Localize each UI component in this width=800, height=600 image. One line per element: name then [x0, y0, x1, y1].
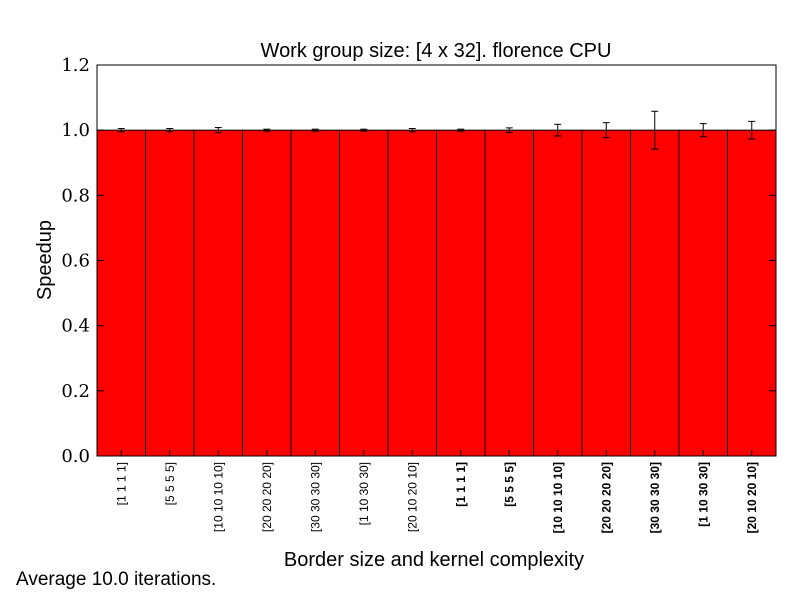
x-tick-label: [1 10 30 30] — [357, 462, 371, 525]
y-tick-label: 1.0 — [61, 120, 90, 141]
error-bar — [554, 123, 562, 137]
x-tick-label: [30 30 30 30] — [648, 462, 662, 533]
error-bar — [360, 128, 368, 132]
bar — [630, 129, 680, 457]
bar — [678, 129, 728, 457]
error-bar — [457, 128, 465, 132]
y-tick-label: 1.2 — [61, 55, 90, 76]
bars-group — [96, 129, 777, 457]
bar — [533, 129, 583, 457]
x-tick-label: [1 1 1 1] — [454, 462, 468, 507]
x-tick-label: [30 30 30 30] — [308, 462, 322, 532]
error-bar — [651, 110, 659, 150]
x-axis-label: Border size and kernel complexity — [284, 549, 584, 571]
bar — [290, 129, 340, 457]
error-bar — [263, 128, 271, 132]
x-tick-label: [20 20 20 20] — [599, 462, 613, 533]
y-tick-label: 0.2 — [61, 381, 90, 402]
bar — [436, 129, 486, 457]
y-tick-label: 0.4 — [61, 316, 90, 337]
x-tick-label: [20 10 20 10] — [745, 462, 759, 533]
chart-title: Work group size: [4 x 32]. florence CPU — [261, 40, 612, 62]
x-axis: [1 1 1 1] [5 5 5 5] [10 10 10 10] [20 20 20… — [114, 450, 759, 533]
error-bar — [214, 127, 222, 134]
bar — [339, 129, 389, 457]
y-tick-label: 0.8 — [61, 185, 90, 206]
bar — [581, 129, 631, 457]
error-bar — [408, 128, 416, 133]
y-tick-label: 0.0 — [61, 446, 90, 467]
error-bar — [699, 123, 707, 138]
bar — [484, 129, 534, 457]
error-bar — [602, 122, 610, 139]
error-bar — [748, 120, 756, 140]
bar — [96, 129, 146, 457]
error-bars-group — [117, 110, 756, 150]
y-tick-label: 0.6 — [61, 251, 90, 272]
x-tick-label: [20 10 20 10] — [405, 462, 419, 532]
bar — [242, 129, 292, 457]
x-tick-label: [10 10 10 10] — [211, 462, 225, 532]
bar — [145, 129, 195, 457]
x-tick-label: [5 5 5 5] — [163, 462, 177, 505]
y-axis-label: Speedup — [34, 220, 56, 300]
error-bar — [311, 128, 319, 132]
x-tick-label: [10 10 10 10] — [551, 462, 565, 533]
footnote: Average 10.0 iterations. — [16, 569, 217, 590]
bar — [193, 129, 243, 457]
x-tick-label: [20 20 20 20] — [260, 462, 274, 532]
x-tick-label: [1 10 30 30] — [696, 462, 710, 527]
x-tick-label: [1 1 1 1] — [114, 462, 128, 505]
x-tick-label: [5 5 5 5] — [502, 462, 516, 507]
bar — [387, 129, 437, 457]
error-bar — [505, 127, 513, 133]
bar — [727, 129, 777, 457]
error-bar — [117, 128, 125, 133]
y-axis: 0.0 0.2 0.4 0.6 0.8 1.0 1.2 — [61, 55, 776, 467]
error-bar — [166, 128, 174, 133]
